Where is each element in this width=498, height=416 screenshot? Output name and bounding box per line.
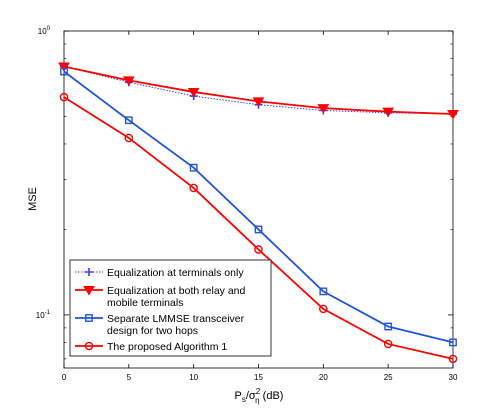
x-tick-label: 30: [449, 373, 458, 382]
data-point: [384, 322, 393, 331]
data-point: [124, 116, 133, 125]
data-point: [60, 67, 68, 76]
y-axis-label: MSE: [27, 187, 39, 211]
x-tick-label: 0: [62, 373, 67, 382]
data-point: [254, 225, 263, 234]
legend-entry-1: Equalization at terminals only: [75, 267, 244, 279]
x-label-main: P: [235, 390, 242, 402]
data-point: [317, 104, 330, 114]
data-point: [382, 107, 395, 118]
legend-label: mobile terminals: [107, 297, 183, 309]
x-tick-label: 15: [254, 373, 263, 382]
x-tick-label: 20: [319, 373, 328, 382]
x-axis-label: Ps/σ2 η (dB): [235, 387, 284, 405]
x-label-unit: (dB): [260, 390, 284, 402]
data-point: [447, 110, 459, 120]
data-point: [59, 92, 69, 102]
legend-swatch-marker: [84, 341, 94, 351]
data-point: [319, 304, 328, 314]
legend-label: design for two hops: [107, 325, 198, 337]
series-line: [63, 70, 454, 344]
legend: Equalization at terminals only Equalizati…: [69, 259, 272, 357]
x-label-sub1: s: [242, 395, 246, 404]
x-label-mid: /σ: [246, 390, 256, 402]
legend-entry-4: The proposed Algorithm 1: [75, 341, 227, 353]
legend-label: The proposed Algorithm 1: [107, 341, 227, 353]
data-point: [449, 338, 457, 347]
x-axis-ticks: 0 5 10 15 20 25 30: [62, 31, 458, 382]
x-label-sub2: η: [255, 396, 259, 405]
data-point: [448, 354, 458, 364]
x-tick-label: 10: [189, 373, 198, 382]
series-2: [58, 62, 459, 120]
series-line: [63, 96, 454, 360]
x-label-sup: 2: [256, 387, 261, 396]
data-point: [319, 287, 328, 296]
data-point: [189, 163, 198, 172]
data-point: [252, 97, 265, 107]
y-tick-label: 100: [38, 26, 51, 36]
data-point: [187, 87, 200, 98]
data-point: [383, 339, 393, 349]
legend-swatch-marker: [85, 268, 93, 276]
x-tick-label: 5: [127, 373, 132, 382]
data-point: [189, 183, 198, 193]
data-point: [122, 76, 135, 86]
data-point: [58, 62, 70, 72]
legend-swatch-marker: [83, 286, 95, 296]
series-4: [59, 92, 458, 364]
data-point: [124, 133, 134, 143]
data-series: [58, 62, 459, 364]
x-tick-label: 25: [384, 373, 393, 382]
y-tick-label: 10-1: [36, 310, 51, 320]
series-3: [60, 67, 457, 347]
legend-label: Equalization at terminals only: [107, 267, 244, 279]
legend-label: Separate LMMSE transceiver: [107, 313, 245, 325]
legend-box: [69, 259, 272, 357]
y-axis-ticks: 100 10-1: [36, 26, 453, 360]
data-point: [254, 245, 263, 254]
legend-swatch-marker: [85, 314, 93, 322]
legend-label: Equalization at both relay and: [107, 285, 246, 297]
